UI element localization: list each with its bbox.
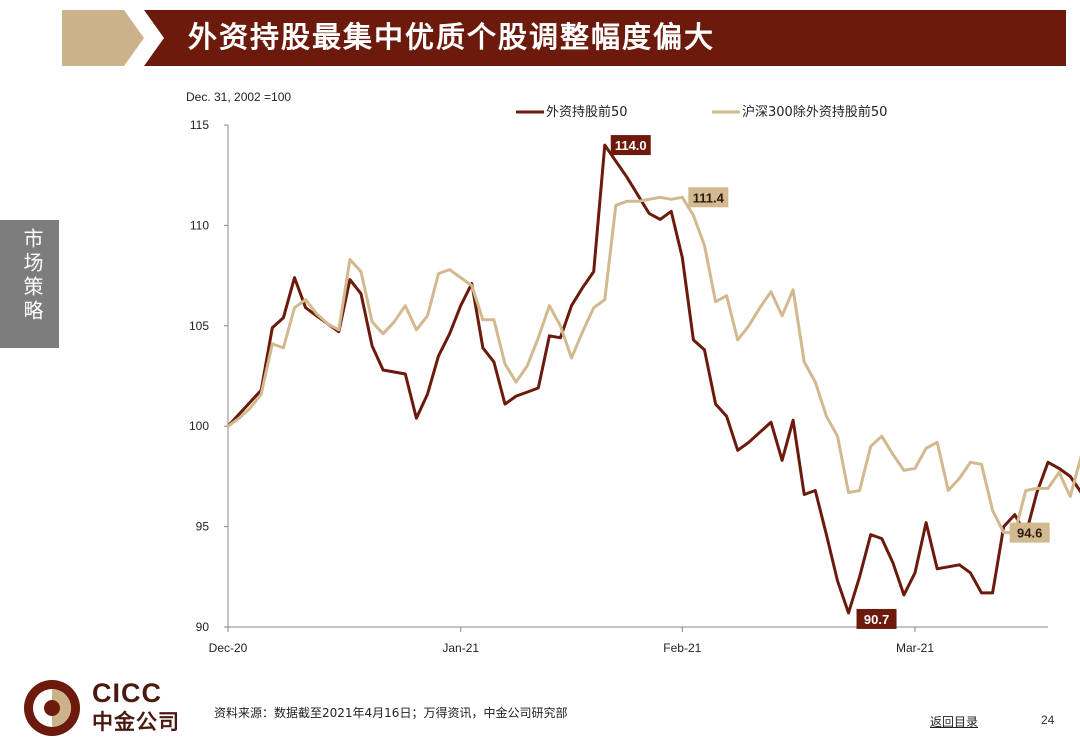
page-title: 外资持股最集中优质个股调整幅度偏大 (188, 20, 716, 54)
data-label: 111.4 (693, 190, 725, 205)
data-label: 94.6 (1017, 526, 1042, 541)
data-label: 114.0 (615, 138, 647, 153)
logo-text-en: CICC (92, 678, 162, 708)
title-banner (62, 10, 1066, 66)
cicc-logo-icon (24, 680, 80, 736)
source-note: 资料来源：数据截至2021年4月16日；万得资讯，中金公司研究部 (214, 706, 568, 720)
series-line-2 (226, 195, 1080, 535)
legend-label-1: 外资持股前50 (546, 104, 628, 120)
data-label-box (688, 187, 729, 208)
data-label-box (610, 135, 651, 156)
y-tick-label: 90 (196, 620, 210, 634)
page-number: 24 (1041, 713, 1055, 727)
logo-text-cn: 中金公司 (92, 710, 180, 734)
back-to-contents-link[interactable]: 返回目录 (930, 715, 979, 729)
index-base-note: Dec. 31, 2002 =100 (186, 90, 292, 104)
x-tick-label: Mar-21 (896, 641, 934, 655)
y-tick-label: 110 (190, 218, 209, 232)
banner-tan-arrow (62, 10, 144, 66)
banner-dark-bar (144, 10, 1066, 66)
data-label-box (1009, 522, 1050, 543)
y-tick-label: 105 (189, 319, 209, 333)
y-tick-label: 115 (190, 118, 209, 132)
y-tick-label: 100 (189, 419, 209, 433)
side-tab-label: 市场策略 (20, 228, 44, 324)
x-tick-label: Jan-21 (442, 641, 479, 655)
x-tick-label: Dec-20 (209, 641, 248, 655)
series-line-1 (226, 143, 1080, 615)
data-label-box (856, 608, 897, 629)
data-label: 90.7 (864, 612, 889, 627)
y-tick-label: 95 (196, 520, 210, 534)
legend-label-2: 沪深300除外资持股前50 (742, 104, 887, 120)
x-tick-label: Feb-21 (663, 641, 701, 655)
side-tab[interactable]: 市场策略 (0, 220, 59, 348)
